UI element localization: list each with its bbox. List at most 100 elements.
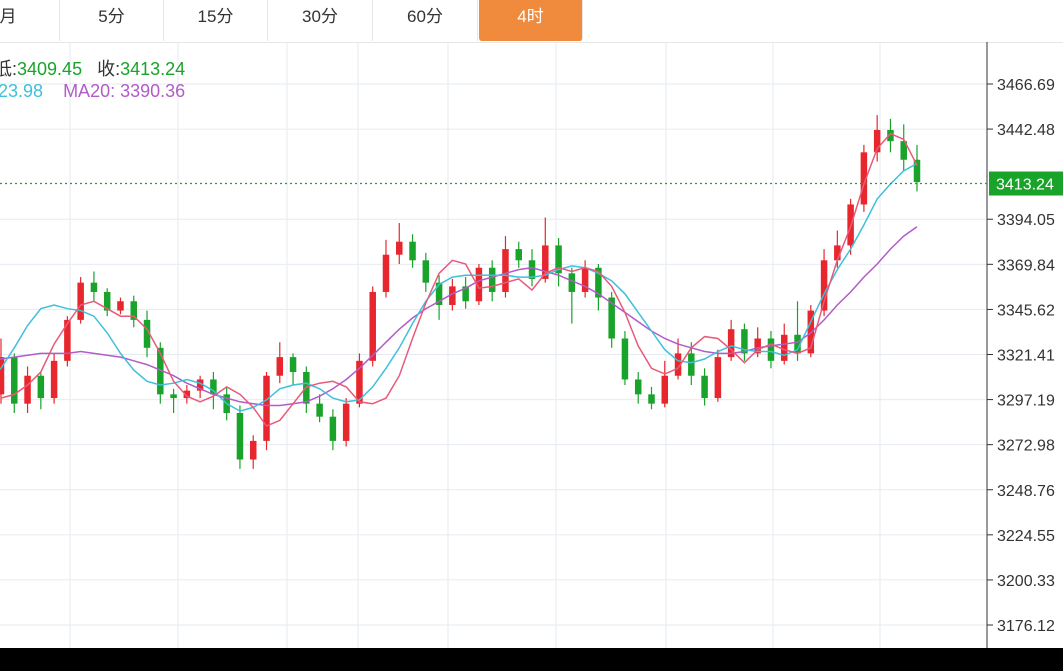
candle-body-58 — [767, 338, 775, 361]
candle-body-42 — [555, 245, 562, 274]
candle-body-33 — [435, 282, 443, 305]
candle-body-11 — [143, 319, 151, 348]
tab-15min[interactable]: 15分 — [164, 0, 268, 41]
candle-body-63 — [834, 245, 841, 261]
ma10-line — [0, 162, 918, 412]
chart-stage: 月 5分 15分 30分 60分 4时 3466.69 3442.48 3394.0… — [0, 0, 1063, 648]
y-tick-label-3: 3369.84 — [997, 257, 1055, 274]
tab-30min-label: 30分 — [302, 7, 338, 26]
candle-body-36 — [475, 267, 483, 302]
ma20-label: MA20: — [63, 81, 116, 101]
candlestick-chart: 3466.69 3442.48 3394.05 3369.84 3345.62 3321.… — [0, 42, 1063, 648]
candle-body-9 — [117, 301, 124, 311]
candle-body-30 — [396, 241, 403, 255]
candle-body-57 — [754, 338, 761, 354]
tab-60min[interactable]: 60分 — [373, 0, 478, 41]
candle-body-34 — [449, 286, 456, 305]
candle-body-1 — [11, 357, 18, 404]
candle-body-45 — [595, 267, 602, 298]
candle-body-2 — [24, 375, 31, 404]
candle-body-13 — [170, 394, 177, 399]
candle-body-28 — [369, 291, 376, 361]
candle-body-18 — [236, 412, 244, 460]
tab-15min-label: 15分 — [197, 7, 234, 26]
y-tick-label-0: 3466.69 — [997, 77, 1055, 94]
candle-body-59 — [780, 334, 788, 361]
tab-5min-label: 5分 — [98, 7, 125, 26]
candle-body-25 — [329, 416, 337, 441]
candle-body-50 — [661, 375, 669, 404]
candle-body-65 — [860, 152, 868, 205]
bottom-bar — [0, 648, 1063, 671]
candle-body-14 — [183, 390, 191, 399]
candle-body-5 — [64, 319, 71, 361]
y-tick-label-7: 3272.98 — [997, 438, 1055, 455]
close-value: 3413.24 — [120, 59, 186, 79]
candle-body-53 — [701, 375, 708, 399]
y-tick-label-9: 3224.55 — [997, 528, 1055, 545]
y-tick-label-4: 3345.62 — [997, 302, 1055, 319]
candle-body-62 — [820, 260, 828, 311]
candle-body-24 — [316, 403, 323, 417]
candle-body-26 — [342, 403, 350, 441]
candle-body-37 — [488, 267, 496, 292]
candle-body-16 — [210, 379, 217, 395]
candle-body-3 — [37, 375, 45, 399]
ma-readout: 23.98 MA20: 3390.36 — [0, 81, 185, 102]
candle-body-51 — [674, 353, 682, 376]
candle-body-12 — [157, 347, 164, 395]
candle-body-22 — [289, 357, 297, 373]
candle-body-54 — [714, 357, 722, 399]
candle-body-19 — [249, 440, 257, 460]
candle-body-55 — [727, 329, 735, 358]
candle-body-7 — [90, 282, 98, 292]
candle-body-35 — [462, 286, 469, 302]
current-price-label: 3413.24 — [996, 177, 1054, 194]
tab-month-label: 月 — [0, 7, 17, 26]
candle-body-49 — [648, 394, 655, 404]
y-tick-label-5: 3321.41 — [997, 347, 1055, 364]
close-label: 收: — [97, 59, 121, 79]
candle-body-27 — [356, 360, 363, 404]
tab-4hour[interactable]: 4时 — [479, 0, 583, 41]
y-tick-label-2: 3394.05 — [997, 212, 1055, 229]
candle-body-4 — [50, 360, 58, 399]
candle-body-47 — [621, 338, 629, 380]
candle-body-68 — [900, 141, 907, 160]
candle-body-52 — [688, 353, 695, 376]
candle-body-48 — [634, 379, 642, 395]
candle-body-29 — [382, 254, 390, 292]
y-tick-label-8: 3248.76 — [997, 483, 1055, 500]
candle-body-41 — [542, 245, 549, 279]
tab-month[interactable]: 月 — [0, 0, 60, 41]
candle-body-38 — [502, 249, 509, 292]
ma5-line — [0, 132, 918, 427]
candle-body-8 — [103, 291, 111, 311]
tab-60min-label: 60分 — [407, 7, 443, 26]
y-tick-label-6: 3297.19 — [997, 393, 1055, 410]
candle-body-0 — [0, 357, 5, 395]
candle-body-66 — [873, 129, 881, 153]
candle-body-44 — [581, 267, 589, 292]
ma20-line — [0, 226, 918, 407]
candle-body-60 — [794, 334, 801, 354]
tab-4hour-label: 4时 — [517, 7, 544, 26]
period-tabs: 月 5分 15分 30分 60分 4时 — [0, 0, 1063, 43]
candle-body-40 — [528, 260, 536, 279]
candle-body-43 — [568, 273, 576, 292]
ma20-value: 3390.36 — [120, 81, 186, 101]
tab-30min[interactable]: 30分 — [268, 0, 373, 41]
candle-body-10 — [130, 301, 138, 320]
y-tick-label-11: 3176.12 — [997, 618, 1055, 635]
candle-body-31 — [409, 241, 416, 261]
candle-body-46 — [608, 297, 615, 339]
y-tick-label-10: 3200.33 — [997, 573, 1055, 590]
tab-5min[interactable]: 5分 — [60, 0, 164, 41]
current-price-box — [989, 171, 1063, 196]
candle-body-6 — [77, 282, 84, 320]
low-label: 低: — [0, 59, 18, 79]
ohlc-readout: 低:3409.45 收:3413.24 — [0, 55, 185, 81]
candle-body-20 — [263, 375, 270, 441]
candle-body-69 — [913, 159, 921, 183]
ma10-value: 23.98 — [0, 81, 44, 101]
